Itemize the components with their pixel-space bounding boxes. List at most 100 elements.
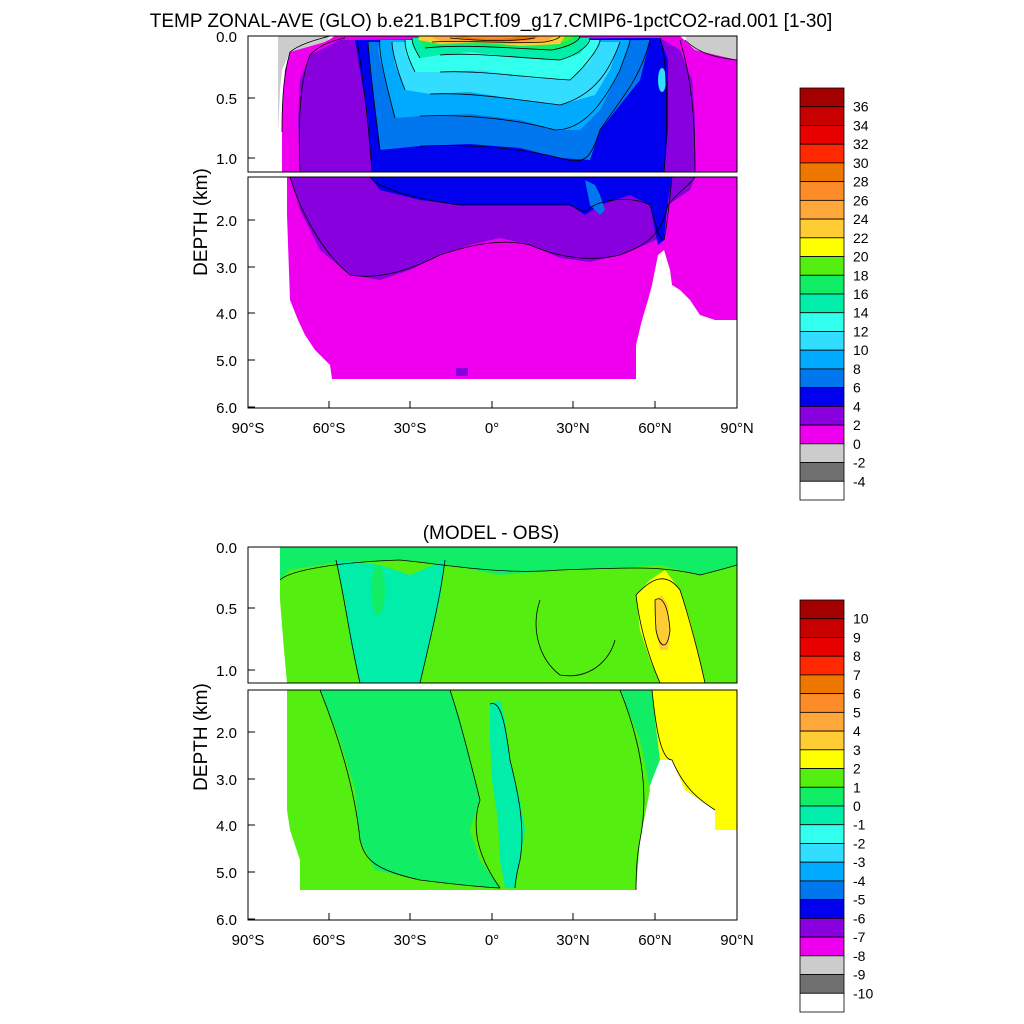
- colorbar-label: 8: [853, 648, 861, 664]
- colorbar-label: 6: [853, 686, 861, 702]
- bottom-lower-plot: [248, 690, 737, 920]
- tick-label: 1.0: [216, 663, 237, 680]
- tick-label: 90°N: [720, 420, 754, 437]
- colorbar-label: -9: [853, 967, 866, 983]
- bottom-lower-contours: [319, 690, 716, 891]
- bias-1-2-deep-region: [287, 690, 650, 890]
- colorbar-box: [799, 274, 845, 295]
- bottom-upper-plot: [248, 547, 737, 683]
- colorbar-box: [799, 917, 845, 938]
- colorbar-box: [799, 899, 845, 919]
- colorbar-box: [799, 218, 845, 239]
- colorbar-label: 7: [853, 667, 861, 683]
- tick-label: 6.0: [216, 912, 237, 929]
- colorbar-label: 20: [853, 249, 869, 265]
- colorbar-label: 14: [853, 305, 869, 321]
- tick-label: 0.0: [216, 540, 237, 557]
- colorbar-label: 32: [853, 136, 869, 152]
- tick-label: 6.0: [216, 400, 237, 417]
- colorbar-box: [799, 974, 845, 994]
- top-upper-frame: [247, 35, 738, 173]
- ice-arctic-region: [685, 36, 737, 60]
- colorbar-box: [799, 880, 845, 901]
- colorbar-box: [799, 256, 845, 276]
- colorbar-label: 24: [853, 211, 869, 227]
- water-6-8-deep-region: [585, 180, 605, 215]
- colorbar-box: [799, 936, 845, 957]
- top-lower-plot: [248, 177, 737, 408]
- colorbar-label: -4: [853, 473, 866, 489]
- colorbar-label: 6: [853, 380, 861, 396]
- bottom-x-axis: 90°S 60°S 30°S 0° 30°N 60°N 90°N: [232, 932, 754, 949]
- colorbar-box: [799, 462, 845, 482]
- top-panel: TEMP ZONAL-AVE (GLO) b.e21.B1PCT.f09_g17…: [150, 11, 869, 501]
- colorbar-box: [799, 618, 845, 638]
- colorbar-label: -8: [853, 948, 866, 964]
- colorbar-label: 1: [853, 779, 861, 795]
- colorbar-box: [799, 443, 845, 463]
- tick-label: 60°S: [313, 932, 346, 949]
- tick-label: 0°: [485, 932, 499, 949]
- bottom-y-axis: 0.0 0.5 1.0 2.0 3.0 4.0 5.0 6.0: [216, 540, 237, 929]
- colorbar-label: 4: [853, 723, 861, 739]
- colorbar-label: 28: [853, 174, 869, 190]
- small-warm-patch: [456, 368, 468, 376]
- tick-label: 90°S: [232, 932, 265, 949]
- top-upper-contours: [281, 36, 737, 172]
- bottom-y-ticks: [248, 546, 255, 920]
- colorbar-box: [799, 181, 845, 201]
- top-x-axis: 90°S 60°S 30°S 0° 30°N 60°N 90°N: [232, 420, 754, 437]
- top-y-axis: 0.0 0.5 1.0 2.0 3.0 4.0 5.0 6.0: [216, 29, 237, 417]
- colorbar-box: [799, 331, 845, 351]
- colorbar-label: -5: [853, 892, 866, 908]
- colorbar-label: -6: [853, 910, 866, 926]
- bottom-chart-title: (MODEL - OBS): [423, 523, 560, 544]
- tick-label: 30°S: [394, 420, 427, 437]
- colorbar-box: [799, 749, 845, 769]
- bottom-x-ticks: [247, 913, 738, 920]
- colorbar-box: [799, 143, 845, 164]
- ice-shelf-region: [278, 36, 330, 132]
- bias-minus1-0-deep-region: [490, 700, 525, 888]
- colorbar-label: -1: [853, 817, 866, 833]
- colorbar-box: [799, 824, 845, 844]
- bias-minus1-0-southern-region: [336, 560, 445, 683]
- tick-label: 4.0: [216, 306, 237, 323]
- tick-label: 1.0: [216, 151, 237, 168]
- bottom-upper-frame: [247, 546, 738, 684]
- tick-label: 3.0: [216, 260, 237, 277]
- colorbar-box: [799, 861, 845, 882]
- tick-label: 60°N: [638, 420, 672, 437]
- colorbar-label: -10: [853, 985, 873, 1001]
- colorbar-label: 12: [853, 323, 869, 339]
- colorbar-label: 18: [853, 267, 869, 283]
- bottom-y-axis-label: DEPTH (km): [191, 683, 212, 791]
- bottom-upper-contours: [279, 559, 737, 683]
- tick-label: 0°: [485, 420, 499, 437]
- colorbar-box: [799, 674, 845, 695]
- tick-label: 0.5: [216, 91, 237, 108]
- top-x-ticks: [247, 401, 738, 408]
- tick-label: 3.0: [216, 772, 237, 789]
- bias-minus1-0-surface-region: [280, 547, 737, 580]
- top-lower-contours: [289, 177, 696, 277]
- colorbar-box: [799, 368, 845, 389]
- colorbar-label: 2: [853, 417, 861, 433]
- colorbar-label: 0: [853, 436, 861, 452]
- colorbar-box: [799, 424, 845, 445]
- colorbar-label: 30: [853, 155, 869, 171]
- colorbar-box: [799, 805, 845, 826]
- colorbar-box: [799, 768, 845, 788]
- tick-label: 60°N: [638, 932, 672, 949]
- colorbar-label: -2: [853, 835, 866, 851]
- colorbar-box: [799, 637, 845, 657]
- colorbar-label: -4: [853, 873, 866, 889]
- colorbar-label: 3: [853, 742, 861, 758]
- colorbar-label: 36: [853, 99, 869, 115]
- colorbar-label: 34: [853, 117, 869, 133]
- colorbar-label: 8: [853, 361, 861, 377]
- bias-2-3-deep-region: [652, 690, 737, 830]
- colorbar-box: [799, 387, 845, 407]
